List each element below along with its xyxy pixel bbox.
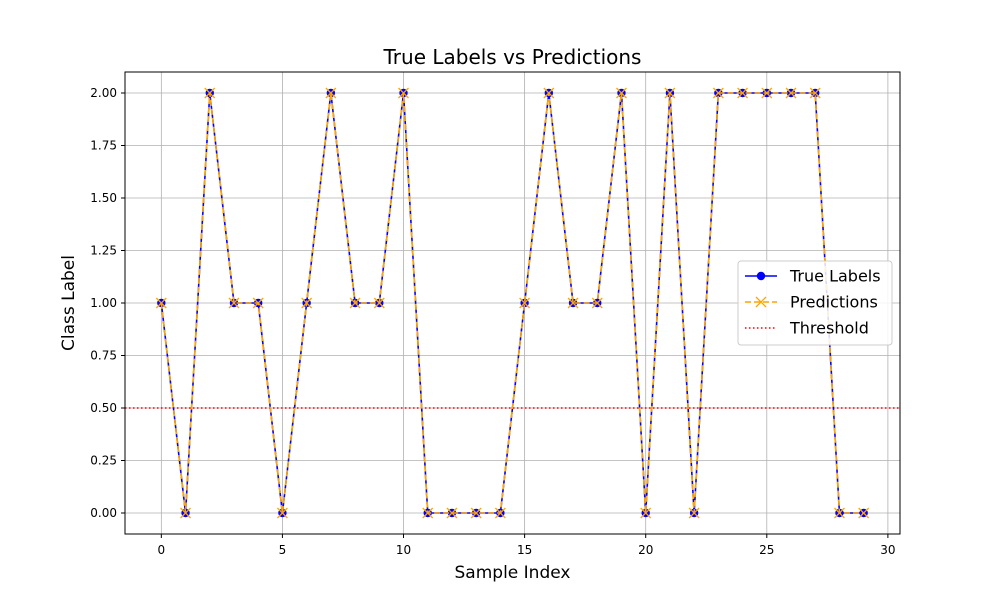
- predictions-line: [160, 92, 864, 514]
- prediction-point: [688, 507, 700, 519]
- prediction-point: [567, 297, 579, 309]
- prediction-point: [373, 297, 385, 309]
- prediction-point: [301, 297, 313, 309]
- legend-label: True Labels: [789, 267, 881, 286]
- x-tick-label: 20: [638, 543, 653, 557]
- prediction-point: [640, 507, 652, 519]
- legend-entry: Threshold: [745, 319, 869, 338]
- prediction-point: [494, 507, 506, 519]
- prediction-point: [858, 507, 870, 519]
- legend-box: [737, 260, 893, 346]
- prediction-point: [833, 507, 845, 519]
- prediction-point: [276, 507, 288, 519]
- prediction-point: [446, 507, 458, 519]
- prediction-point: [204, 87, 216, 99]
- prediction-point: [470, 507, 482, 519]
- y-tick-label: 1.25: [90, 244, 117, 258]
- y-tick-label: 1.50: [90, 191, 117, 205]
- x-tick-label: 25: [759, 543, 774, 557]
- prediction-point: [785, 87, 797, 99]
- prediction-point: [349, 297, 361, 309]
- prediction-point: [616, 87, 627, 99]
- y-axis-ticks: 0.00 0.25 0.50 0.75 1.00 1.25 1.50 1.75 2.00: [90, 86, 125, 520]
- y-axis-label: Class Label: [59, 255, 79, 351]
- legend-entry: True Labels: [745, 267, 881, 286]
- legend-label: Threshold: [789, 319, 869, 338]
- y-tick-label: 0.25: [90, 454, 117, 468]
- prediction-point: [519, 297, 531, 309]
- series-layer: [155, 87, 870, 519]
- legend-label: Predictions: [790, 293, 878, 312]
- prediction-point: [761, 87, 773, 99]
- prediction-point: [398, 87, 409, 99]
- prediction-point: [664, 87, 676, 99]
- y-tick-label: 0.00: [90, 506, 117, 520]
- y-tick-label: 1.00: [90, 296, 117, 310]
- prediction-point: [809, 87, 821, 99]
- x-axis-label: Sample Index: [455, 563, 571, 583]
- prediction-point: [422, 507, 434, 519]
- y-tick-label: 0.75: [90, 349, 117, 363]
- plot-area: [124, 71, 901, 535]
- y-tick-label: 2.00: [90, 86, 117, 100]
- legend: True Labels Predictions Threshold: [737, 260, 893, 346]
- prediction-point: [155, 297, 167, 309]
- x-tick-label: 10: [396, 543, 411, 557]
- prediction-point: [325, 87, 337, 99]
- prediction-point: [543, 87, 555, 99]
- x-tick-label: 30: [880, 543, 895, 557]
- chart-title: True Labels vs Predictions: [383, 45, 642, 69]
- x-axis-ticks: 0 5 10 15 20 25 30: [158, 534, 896, 557]
- x-tick-label: 15: [517, 543, 532, 557]
- y-tick-label: 1.75: [90, 139, 117, 153]
- prediction-point: [180, 507, 192, 519]
- legend-marker: [755, 296, 767, 308]
- x-tick-label: 5: [279, 543, 287, 557]
- legend-marker: [756, 271, 766, 281]
- prediction-point: [737, 87, 749, 99]
- x-tick-label: 0: [158, 543, 166, 557]
- prediction-point: [252, 297, 264, 309]
- legend-entry: Predictions: [745, 293, 878, 312]
- prediction-point: [228, 297, 240, 309]
- prediction-point: [712, 87, 724, 99]
- y-tick-label: 0.50: [90, 401, 117, 415]
- prediction-point: [591, 297, 603, 309]
